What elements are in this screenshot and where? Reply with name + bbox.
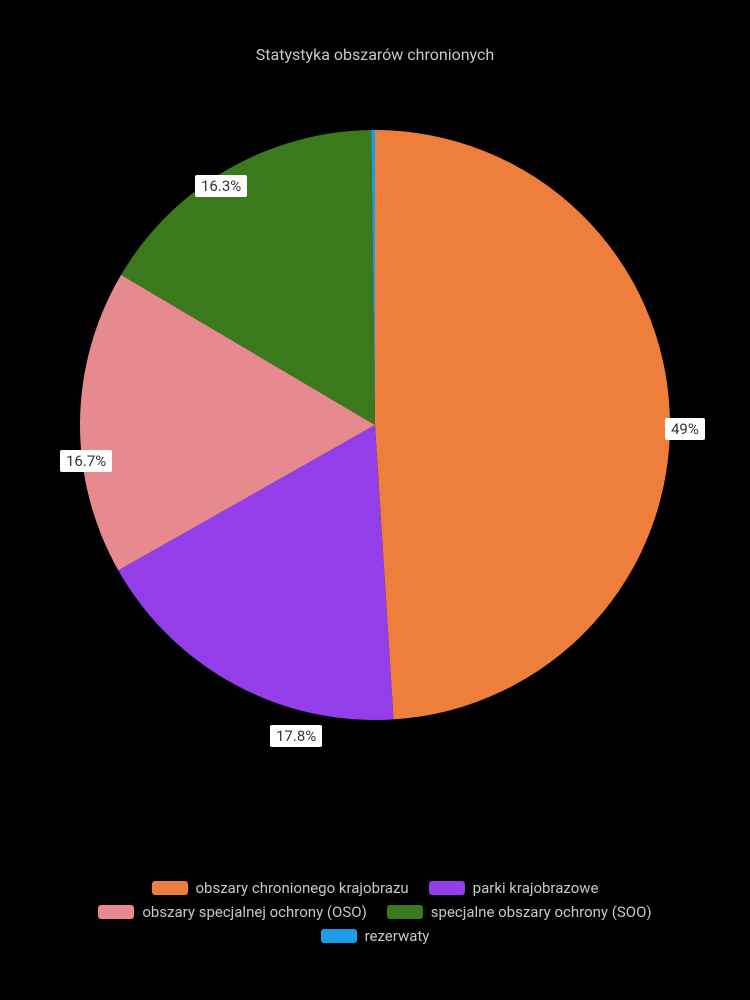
slice-label: 16.3%	[195, 175, 247, 197]
legend-item: rezerwaty	[321, 927, 430, 945]
pie-chart	[80, 130, 670, 720]
slice-label: 16.7%	[60, 450, 112, 472]
legend-swatch	[321, 929, 357, 943]
pie-svg	[80, 130, 670, 720]
legend-swatch	[429, 881, 465, 895]
legend-swatch	[387, 905, 423, 919]
legend-swatch	[152, 881, 188, 895]
legend-item: obszary specjalnej ochrony (OSO)	[98, 903, 366, 921]
legend-label: specjalne obszary ochrony (SOO)	[431, 903, 652, 921]
chart-container: Statystyka obszarów chronionych 49% 17.8%…	[0, 0, 750, 1000]
legend-label: rezerwaty	[365, 927, 430, 945]
legend-item: parki krajobrazowe	[429, 879, 599, 897]
legend-label: parki krajobrazowe	[473, 879, 599, 897]
pie-slice	[375, 130, 670, 719]
chart-title: Statystyka obszarów chronionych	[256, 45, 494, 64]
legend-label: obszary chronionego krajobrazu	[196, 879, 409, 897]
legend-item: specjalne obszary ochrony (SOO)	[387, 903, 652, 921]
legend-label: obszary specjalnej ochrony (OSO)	[142, 903, 366, 921]
slice-label: 49%	[665, 418, 705, 440]
slice-label: 17.8%	[270, 725, 322, 747]
legend-swatch	[98, 905, 134, 919]
legend-item: obszary chronionego krajobrazu	[152, 879, 409, 897]
legend: obszary chronionego krajobrazu parki kraj…	[80, 879, 670, 945]
